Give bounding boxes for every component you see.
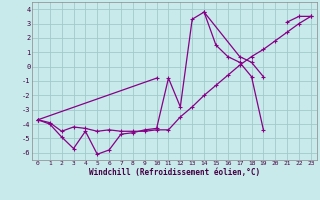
X-axis label: Windchill (Refroidissement éolien,°C): Windchill (Refroidissement éolien,°C) [89, 168, 260, 177]
